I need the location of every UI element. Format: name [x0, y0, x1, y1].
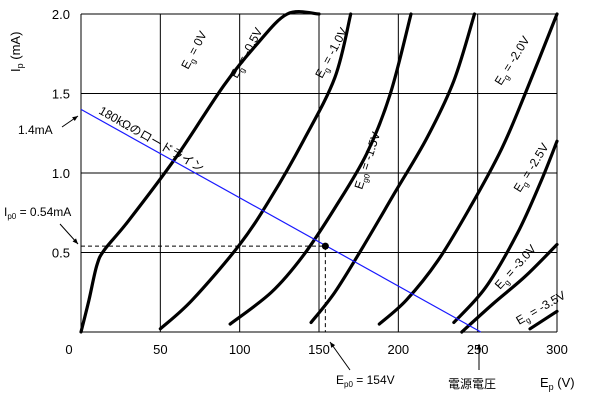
plate-curve-2 [228, 12, 413, 326]
curve-label-0: Eg = 0V [178, 29, 211, 73]
curve-label-3: Eg0 = -1.5V [352, 130, 386, 191]
ip0-arrow-head [72, 238, 78, 244]
y-tick-label: 2.0 [52, 7, 70, 22]
y-axis-label: Ip (mA) [8, 32, 25, 72]
y-tick-label: 1.5 [52, 87, 70, 102]
y-tick-label: 0.5 [52, 246, 70, 261]
intercept-arrow-head [72, 116, 78, 122]
curve-label-1: Eg = -0.5V [227, 25, 267, 81]
curve-labels: Eg = 0V Eg = -0.5V Eg = -1.0V Eg0 = -1.5V Eg… [178, 25, 568, 327]
supply-voltage-label: 電源電圧 [448, 377, 496, 391]
x-tick-label: 0 [65, 342, 72, 357]
load-line-intercept-label: 1.4mA [18, 123, 53, 137]
plate-curve-1 [158, 12, 353, 331]
load-line [80, 108, 482, 333]
x-tick-label: 100 [229, 342, 251, 357]
x-tick-label: 150 [308, 342, 330, 357]
plate-curve-6 [460, 242, 559, 334]
plate-curves [79, 10, 559, 334]
ep0-arrow-head [330, 342, 336, 348]
x-tick-label: 200 [387, 342, 409, 357]
ep0-arrow [329, 341, 351, 371]
plate-curve-4 [377, 12, 559, 326]
curve-label-4: Eg = -2.0V [492, 34, 535, 89]
supply-arrow-head [476, 344, 482, 350]
plate-curve-5 [452, 139, 559, 325]
plate-curve-0 [79, 10, 321, 334]
plate-curve-3 [309, 12, 477, 325]
x-axis-label: Ep (V) [540, 375, 575, 392]
annotation-arrows [59, 115, 482, 371]
plate-curve-7 [528, 309, 559, 331]
x-tick-label: 300 [546, 342, 568, 357]
ip0-label: Ip0 = 0.54mA [4, 205, 71, 221]
x-tick-label: 50 [153, 342, 167, 357]
x-tick-labels: 050100150200250300 [65, 342, 567, 357]
ep0-label: Ep0 = 154V [336, 373, 395, 389]
curve-label-2: Eg = -1.0V [312, 25, 352, 81]
y-tick-labels: 0.5 1.0 1.5 2.0 [52, 7, 70, 261]
y-tick-label: 1.0 [52, 166, 70, 181]
operating-point-guides [81, 245, 326, 332]
operating-point-marker [321, 242, 329, 250]
